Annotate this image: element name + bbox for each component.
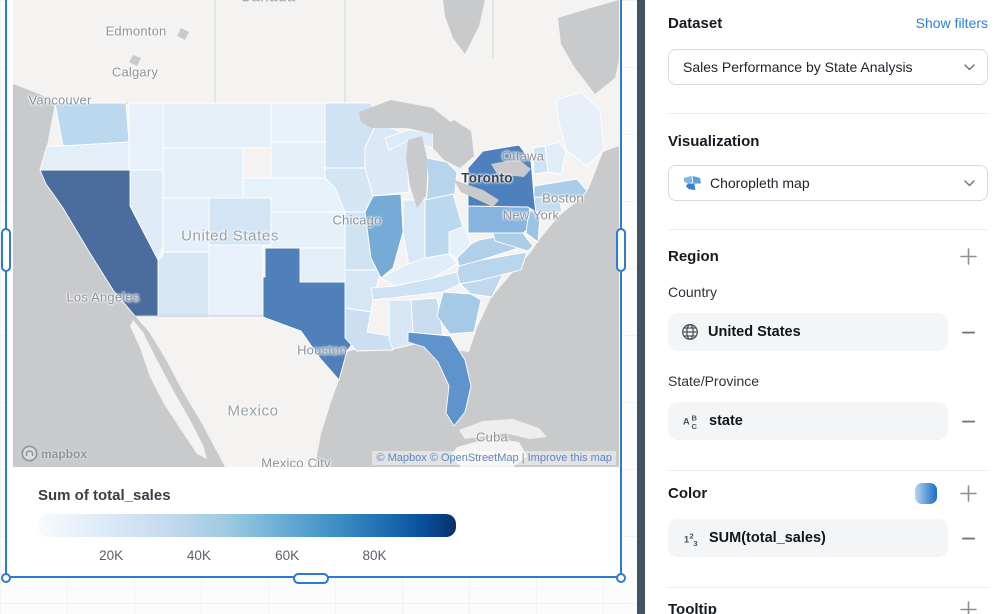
legend-gradient-bar [38,514,456,537]
chevron-down-icon [964,179,975,187]
color-field-value: SUM(total_sales) [709,530,826,546]
settings-sidebar: Dataset Show filters Sales Performance b… [645,0,1000,614]
dataset-header-row: Dataset Show filters [668,12,988,34]
add-color-button[interactable] [948,484,988,502]
remove-color-button[interactable] [948,531,988,546]
svg-text:2: 2 [690,531,694,540]
panel-divider[interactable] [637,0,645,614]
visualization-select[interactable]: Choropleth map [668,165,988,201]
svg-text:C: C [691,422,697,431]
section-divider [668,587,988,588]
remove-state-button[interactable] [948,414,988,429]
globe-icon [681,323,699,341]
dataset-select[interactable]: Sales Performance by State Analysis [668,49,988,85]
visualization-select-value: Choropleth map [710,175,810,191]
country-field-row: United States [668,313,988,351]
chevron-down-icon [964,63,975,71]
resize-handle-right[interactable] [616,228,626,272]
country-field-chip[interactable]: United States [668,313,948,351]
abc-text-type-icon: A B C [681,412,700,431]
svg-text:1: 1 [684,534,690,545]
resize-handle-bottom-right[interactable] [616,573,626,583]
map-attribution: © Mapbox © OpenStreetMap | Improve this … [372,451,616,465]
resize-handle-left[interactable] [1,228,11,272]
tooltip-header-row: Tooltip [668,598,988,614]
show-filters-link[interactable]: Show filters [915,15,988,31]
map-card[interactable]: CanadaEdmontonCalgaryVancouverOttawaToro… [5,0,622,578]
region-heading: Region [668,247,719,265]
attribution-mapbox-link[interactable]: © Mapbox [376,452,427,464]
mapbox-logo-icon [21,445,38,462]
legend-title: Sum of total_sales [38,487,171,504]
number-123-icon: 1 2 3 [681,529,700,548]
attribution-improve-link[interactable]: Improve this map [527,452,612,464]
color-header-row: Color [668,482,988,504]
add-region-button[interactable] [948,247,988,265]
country-label: Country [668,284,718,300]
remove-country-button[interactable] [948,325,988,340]
legend-tick: 80K [362,548,387,563]
country-field-value: United States [708,324,801,340]
mapbox-logo[interactable]: mapbox [21,445,87,462]
map-geometry [13,0,619,467]
mapbox-logo-text: mapbox [41,446,88,461]
section-divider [668,113,988,114]
legend-tick: 20K [99,548,124,563]
visualization-header-row: Visualization [668,131,988,151]
svg-text:A: A [683,416,690,427]
dataset-select-value: Sales Performance by State Analysis [683,59,913,75]
svg-text:B: B [691,413,697,422]
svg-text:3: 3 [693,539,697,548]
state-field-value: state [709,413,743,429]
color-scale-swatch[interactable] [915,482,937,504]
dashboard-canvas[interactable]: CanadaEdmontonCalgaryVancouverOttawaToro… [0,0,637,614]
resize-handle-bottom[interactable] [293,573,329,584]
attribution-separator: | [521,452,525,464]
visualization-heading: Visualization [668,132,760,150]
resize-handle-bottom-left[interactable] [1,573,11,583]
state-province-label: State/Province [668,373,760,389]
section-divider [668,229,988,230]
legend-tick: 60K [275,548,300,563]
color-field-chip[interactable]: 1 2 3 SUM(total_sales) [668,519,948,557]
region-header-row: Region [668,245,988,267]
state-field-chip[interactable]: A B C state [668,402,948,440]
color-heading: Color [668,484,708,502]
section-divider [668,470,988,471]
color-field-row: 1 2 3 SUM(total_sales) [668,519,988,557]
attribution-osm-link[interactable]: © OpenStreetMap [429,452,519,464]
state-field-row: A B C state [668,402,988,440]
legend-tick: 40K [186,548,211,563]
legend-ticks: 20K 40K 60K 80K [38,548,456,566]
dataset-heading: Dataset [668,14,723,32]
tooltip-heading: Tooltip [668,600,717,614]
choropleth-map-icon [683,175,702,192]
add-tooltip-button[interactable] [948,600,988,614]
choropleth-map[interactable]: CanadaEdmontonCalgaryVancouverOttawaToro… [13,0,619,467]
